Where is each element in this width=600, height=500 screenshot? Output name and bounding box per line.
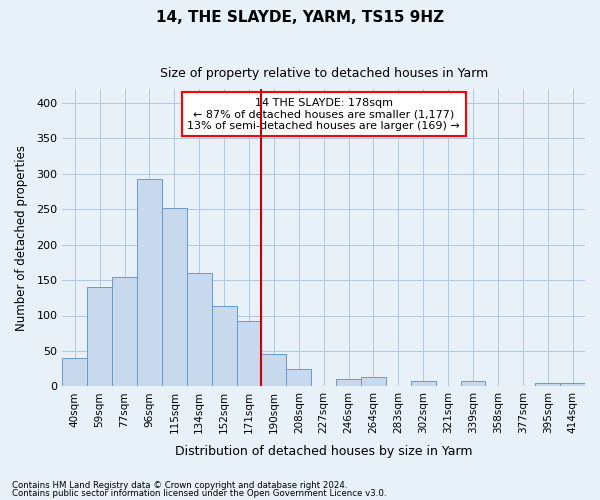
Bar (411, 380, 436, 386)
Bar (137, 178, 162, 386)
Bar (236, 321, 262, 386)
Text: Contains HM Land Registry data © Crown copyright and database right 2024.: Contains HM Land Registry data © Crown c… (12, 481, 347, 490)
X-axis label: Distribution of detached houses by size in Yarm: Distribution of detached houses by size … (175, 444, 472, 458)
Bar (336, 380, 361, 386)
Bar (87, 287, 112, 386)
Bar (286, 368, 311, 386)
Bar (112, 276, 137, 386)
Bar (62, 358, 87, 386)
Bar (262, 354, 286, 386)
Y-axis label: Number of detached properties: Number of detached properties (15, 144, 28, 330)
Bar (212, 306, 236, 386)
Text: Contains public sector information licensed under the Open Government Licence v3: Contains public sector information licen… (12, 488, 386, 498)
Title: Size of property relative to detached houses in Yarm: Size of property relative to detached ho… (160, 68, 488, 80)
Bar (162, 208, 187, 386)
Bar (560, 383, 585, 386)
Text: 14, THE SLAYDE, YARM, TS15 9HZ: 14, THE SLAYDE, YARM, TS15 9HZ (156, 10, 444, 25)
Bar (187, 273, 212, 386)
Bar (461, 380, 485, 386)
Bar (361, 377, 386, 386)
Text: 14 THE SLAYDE: 178sqm
← 87% of detached houses are smaller (1,177)
13% of semi-d: 14 THE SLAYDE: 178sqm ← 87% of detached … (187, 98, 460, 130)
Bar (535, 383, 560, 386)
